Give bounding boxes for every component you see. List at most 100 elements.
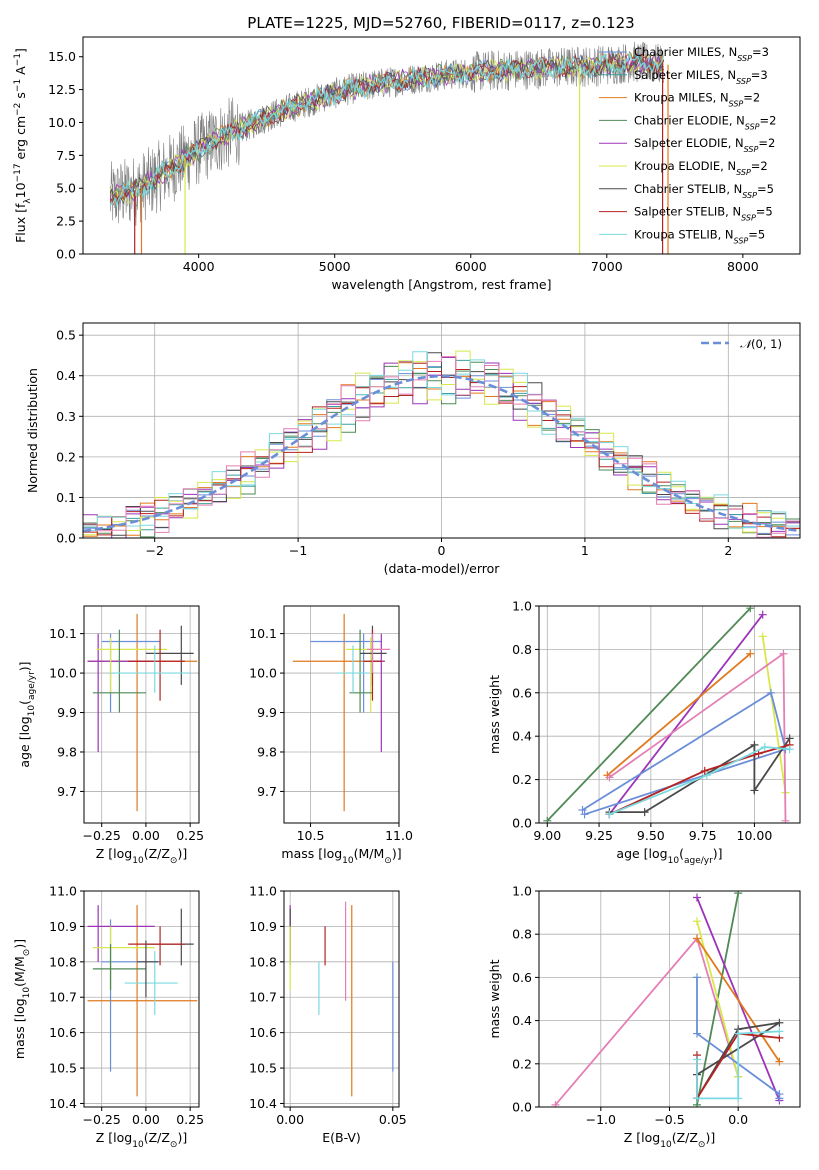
weight-point-marker <box>734 1094 743 1103</box>
x-axis-label-part: age [log <box>616 846 667 861</box>
weight-point-marker <box>702 771 711 780</box>
y-axis-label-part: 10 <box>27 705 37 717</box>
weight-point-marker <box>785 745 794 754</box>
x-tick-label: −1 <box>289 543 307 558</box>
legend-sub: SSP <box>736 76 751 85</box>
x-tick-label: 0.25 <box>176 828 204 843</box>
massweight-vs-age-panel: 9.00 9.25 9.50 9.75 10.00 0.0 0.2 0.4 0.6 0.8 1.0 a… <box>487 599 801 866</box>
y-tick-label: 9.8 <box>57 744 77 759</box>
y-axis-label-part: mass [log <box>12 998 27 1059</box>
y-tick-label: 10.4 <box>249 1096 277 1111</box>
x-tick-label: 0 <box>438 543 446 558</box>
weight-point-marker <box>750 786 759 795</box>
x-tick-label: 0.0 <box>728 1112 748 1127</box>
weight-lines <box>551 891 784 1107</box>
x-tick-label: 6000 <box>455 259 487 274</box>
x-tick-label: 9.50 <box>637 828 665 843</box>
weight-point-marker <box>734 1029 743 1038</box>
y-axis-label-part: −17 <box>13 163 23 182</box>
x-axis-label-part: 10 <box>668 856 680 866</box>
x-tick-label: 10.5 <box>297 828 325 843</box>
axes-frame <box>82 36 801 255</box>
y-tick-label: 10.1 <box>49 626 77 641</box>
y-tick-label: 0.5 <box>56 328 76 343</box>
weight-point-marker <box>746 649 755 658</box>
x-tick-label: 10.00 <box>737 828 773 843</box>
weight-series-line <box>696 937 781 1063</box>
y-tick-label: 10.5 <box>249 1061 277 1076</box>
legend-entry: 𝒩(0, 1) <box>740 337 782 351</box>
y-tick-label: 7.5 <box>56 148 76 163</box>
x-axis-label-part: 10 <box>342 856 354 866</box>
y-tick-label: 0.3 <box>56 409 76 424</box>
legend-suffix: =2 <box>751 159 768 173</box>
x-axis-label-part: )] <box>177 1130 187 1145</box>
legend-suffix: =3 <box>752 45 769 59</box>
y-axis-label: Normed distribution <box>25 368 40 493</box>
weight-point-marker <box>775 1057 784 1066</box>
weight-point-marker <box>640 808 649 817</box>
x-axis-label-part: (Z/Z <box>144 846 170 861</box>
legend-sub: SSP <box>742 190 757 199</box>
histogram-lines <box>83 350 800 538</box>
legend-sub: SSP <box>736 168 751 177</box>
axes-frame <box>83 890 200 1108</box>
y-tick-label: 10.8 <box>249 954 277 969</box>
y-tick-label: 10.0 <box>249 666 277 681</box>
weight-point-marker <box>551 1100 560 1107</box>
panels: 4000 5000 6000 7000 80000.02.55.07.510.012.5… <box>12 36 801 1150</box>
y-axis-label-part: A <box>13 66 28 79</box>
y-axis-label-part: −1 <box>13 53 23 66</box>
x-tick-label: −2 <box>145 543 163 558</box>
spectrum-lines <box>109 41 669 254</box>
y-axis-label-part: age/yr <box>27 671 37 700</box>
legend-text: Chabrier ELODIE, N <box>634 113 745 127</box>
weight-point-marker <box>758 632 767 641</box>
x-tick-label: 9.25 <box>585 828 613 843</box>
legend-entry: Salpeter MILES, NSSP=3 <box>634 68 768 86</box>
x-tick-label: 0.25 <box>176 1112 204 1127</box>
y-tick-label: 5.0 <box>56 181 76 196</box>
y-tick-label: 0.4 <box>56 368 76 383</box>
model-spectrum-line <box>109 52 665 208</box>
weight-point-marker <box>775 1018 784 1027</box>
x-tick-label: 9.00 <box>533 828 561 843</box>
legend-sub: SSP <box>741 213 756 222</box>
legend-sub: SSP <box>745 122 760 131</box>
legend-text: (0, 1) <box>751 337 782 351</box>
legend-entry: Kroupa STELIB, NSSP=5 <box>634 227 765 245</box>
y-tick-label: 10.6 <box>49 1025 77 1040</box>
weight-point-marker <box>760 743 769 752</box>
age-vs-mass-panel: 10.5 11.0 9.7 9.8 9.9 10.0 10.1 mass [log10(M/M… <box>249 605 413 866</box>
weight-point-marker <box>775 1094 784 1103</box>
histogram-series-step <box>83 362 800 538</box>
errorbar-marks <box>87 613 198 812</box>
y-tick-label: 0.2 <box>512 772 532 787</box>
legend-suffix: =2 <box>760 113 777 127</box>
x-axis-label-part: age/yr <box>684 856 713 866</box>
y-axis-label: Flux [fλ10−17 erg cm−2 s−1 A−1] <box>13 48 33 243</box>
axes-frame <box>538 605 801 824</box>
y-tick-label: 0.1 <box>56 490 76 505</box>
weight-point-marker <box>779 649 788 658</box>
weight-point-marker <box>781 816 790 823</box>
massweight-vs-Z-panel: −1.0 −0.5 0.0 0.0 0.2 0.4 0.6 0.8 1.0 Z [log10(Z/… <box>487 884 801 1150</box>
weight-point-marker <box>692 917 701 926</box>
y-tick-label: 10.1 <box>249 626 277 641</box>
weight-lines <box>543 606 794 823</box>
weight-series-line <box>546 607 751 822</box>
y-tick-label: 0.4 <box>512 729 532 744</box>
legend-text: Kroupa MILES, N <box>634 91 729 105</box>
x-axis-label: (data-model)/error <box>384 561 501 576</box>
y-axis-label-part: s <box>13 92 28 103</box>
x-axis-label: age [log10(age/yr)] <box>616 846 722 866</box>
y-tick-label: 10.6 <box>249 1025 277 1040</box>
weight-point-marker <box>580 810 589 819</box>
model-spectrum-line <box>109 50 665 204</box>
normal-reference-curve <box>83 374 800 533</box>
x-tick-label: −0.25 <box>83 828 121 843</box>
y-tick-label: 11.0 <box>249 884 277 899</box>
y-axis-label-part: )] <box>17 661 32 671</box>
y-tick-label: 1.0 <box>512 599 532 614</box>
residuals-panel: −2 −1 0 1 2 0.0 0.1 0.2 0.3 0.4 0.5 (data-model)/er… <box>25 322 801 576</box>
